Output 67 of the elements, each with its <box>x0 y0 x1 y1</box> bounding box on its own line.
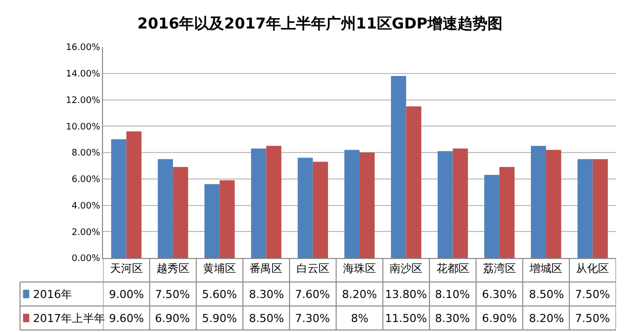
bar <box>158 159 173 258</box>
bar <box>360 152 375 258</box>
data-label: 8.20% <box>342 288 377 301</box>
data-label: 7.50% <box>155 288 190 301</box>
x-tick-label: 从化区 <box>576 262 610 276</box>
bar <box>204 184 220 258</box>
bar <box>220 180 235 258</box>
x-tick-label: 海珠区 <box>343 262 376 276</box>
data-label: 6.90% <box>155 312 190 325</box>
bar <box>126 131 142 258</box>
x-tick-label: 白云区 <box>296 262 330 276</box>
bar <box>344 150 360 258</box>
data-label: 5.60% <box>202 288 237 301</box>
x-tick-label: 天河区 <box>110 262 143 276</box>
y-tick-label: 12.00% <box>66 96 101 106</box>
y-tick-label: 14.00% <box>66 70 101 80</box>
data-label: 9.60% <box>109 312 144 325</box>
data-label: 9.00% <box>109 288 144 301</box>
y-tick-label: 2.00% <box>72 228 101 238</box>
bar <box>298 158 313 258</box>
bar <box>438 151 453 258</box>
x-tick-label: 增城区 <box>528 262 563 276</box>
x-tick-label: 南沙区 <box>390 262 423 276</box>
y-tick-label: 0.00% <box>72 254 101 264</box>
bar <box>266 146 282 258</box>
data-label: 13.80% <box>385 288 427 301</box>
data-label: 6.30% <box>482 288 517 301</box>
y-tick-label: 8.00% <box>72 148 101 159</box>
data-label: 8% <box>351 312 368 325</box>
bar <box>484 174 500 258</box>
data-label: 8.50% <box>529 288 564 301</box>
data-label: 8.30% <box>435 312 470 325</box>
data-label: 8.30% <box>249 288 284 301</box>
bar <box>172 167 188 258</box>
x-tick-label: 越秀区 <box>156 262 190 276</box>
bar <box>530 146 546 258</box>
data-label: 7.50% <box>575 288 610 301</box>
data-label: 8.50% <box>249 312 284 325</box>
bar <box>390 76 406 258</box>
data-label: 7.30% <box>295 312 330 325</box>
bar <box>111 139 126 258</box>
bar <box>312 162 328 258</box>
legend-label: 2016年 <box>33 288 72 301</box>
x-tick-label: 花都区 <box>436 262 470 276</box>
x-tick-label: 黄埔区 <box>203 262 236 276</box>
data-label: 8.10% <box>435 288 470 301</box>
data-label: 7.50% <box>575 312 610 325</box>
x-tick-label: 番禺区 <box>250 262 283 276</box>
y-tick-label: 4.00% <box>72 201 101 212</box>
y-tick-label: 10.00% <box>66 122 101 132</box>
bar <box>499 167 515 258</box>
bar <box>452 148 468 258</box>
data-label: 6.90% <box>482 312 517 325</box>
bar <box>578 159 593 258</box>
y-tick-label: 6.00% <box>72 175 101 186</box>
bar <box>592 159 608 258</box>
x-tick-label: 荔湾区 <box>482 262 516 276</box>
bar <box>251 148 266 258</box>
data-label: 5.90% <box>202 312 237 325</box>
y-tick-label: 16.00% <box>66 43 101 54</box>
data-label: 11.50% <box>385 312 427 325</box>
data-label: 8.20% <box>529 312 564 325</box>
data-label: 7.60% <box>295 288 330 301</box>
legend-label: 2017年上半年 <box>33 312 105 325</box>
bar <box>546 150 562 258</box>
bar <box>406 106 422 258</box>
chart-title: 2016年以及2017年上半年广州11区GDP增速趋势图 <box>137 14 503 32</box>
